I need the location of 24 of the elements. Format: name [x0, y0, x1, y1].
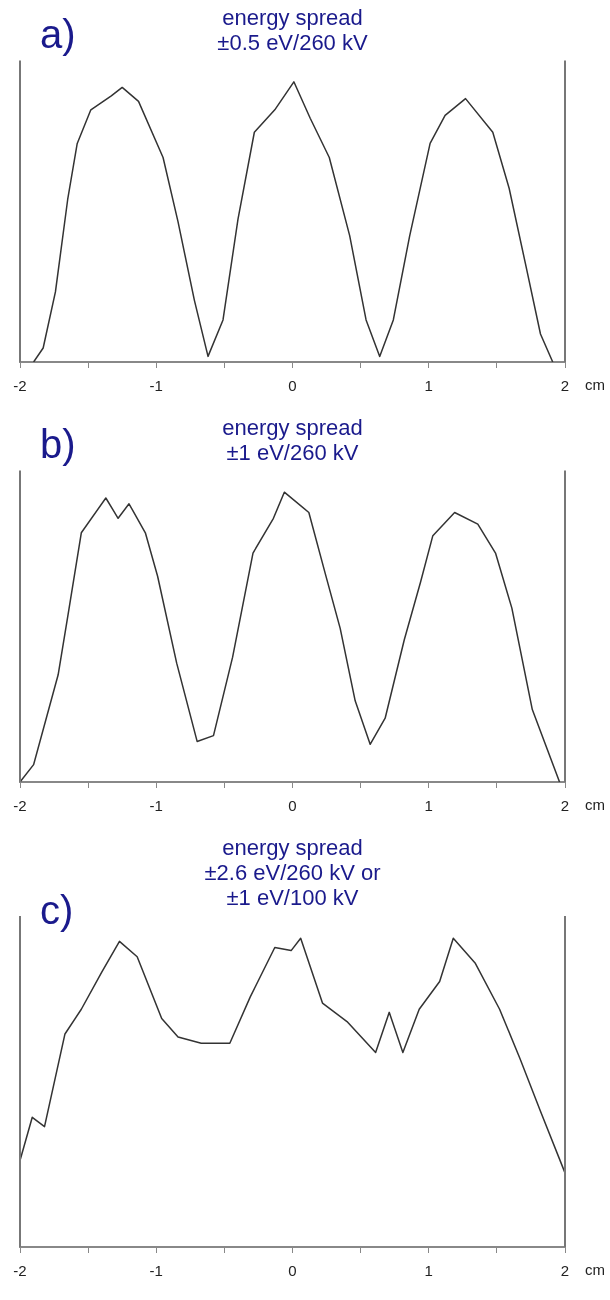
x-tick-label: 0 — [288, 377, 297, 395]
text: b) — [40, 422, 76, 466]
x-tick-label: 1 — [424, 377, 433, 395]
x-tick-label: -1 — [149, 377, 163, 395]
chart-title: energy spread ±2.6 eV/260 kV or ±1 eV/100 kV — [204, 834, 381, 911]
x-tick-label: -2 — [13, 377, 27, 395]
chart-title: energy spread ±1 eV/260 kV — [222, 414, 363, 466]
x-axis-title: cm — [585, 376, 605, 394]
chart-title: energy spread ±0.5 eV/260 kV — [217, 4, 368, 56]
x-axis-title: cm — [585, 796, 605, 814]
x-axis-title: cm — [585, 1261, 605, 1279]
x-tick-label: 1 — [424, 797, 433, 815]
x-tick-label: 2 — [560, 797, 570, 815]
text: c) — [40, 888, 74, 932]
x-tick-label: 2 — [560, 377, 570, 395]
x-tick-label: 0 — [288, 1262, 297, 1280]
x-tick-label: 0 — [288, 797, 297, 815]
x-tick-label: -2 — [13, 1262, 27, 1280]
text: a) — [40, 12, 76, 56]
x-tick-label: 2 — [560, 1262, 570, 1280]
x-tick-label: -1 — [149, 797, 163, 815]
x-tick-label: 1 — [424, 1262, 433, 1280]
x-tick-label: -1 — [149, 1262, 163, 1280]
x-tick-label: -2 — [13, 797, 27, 815]
